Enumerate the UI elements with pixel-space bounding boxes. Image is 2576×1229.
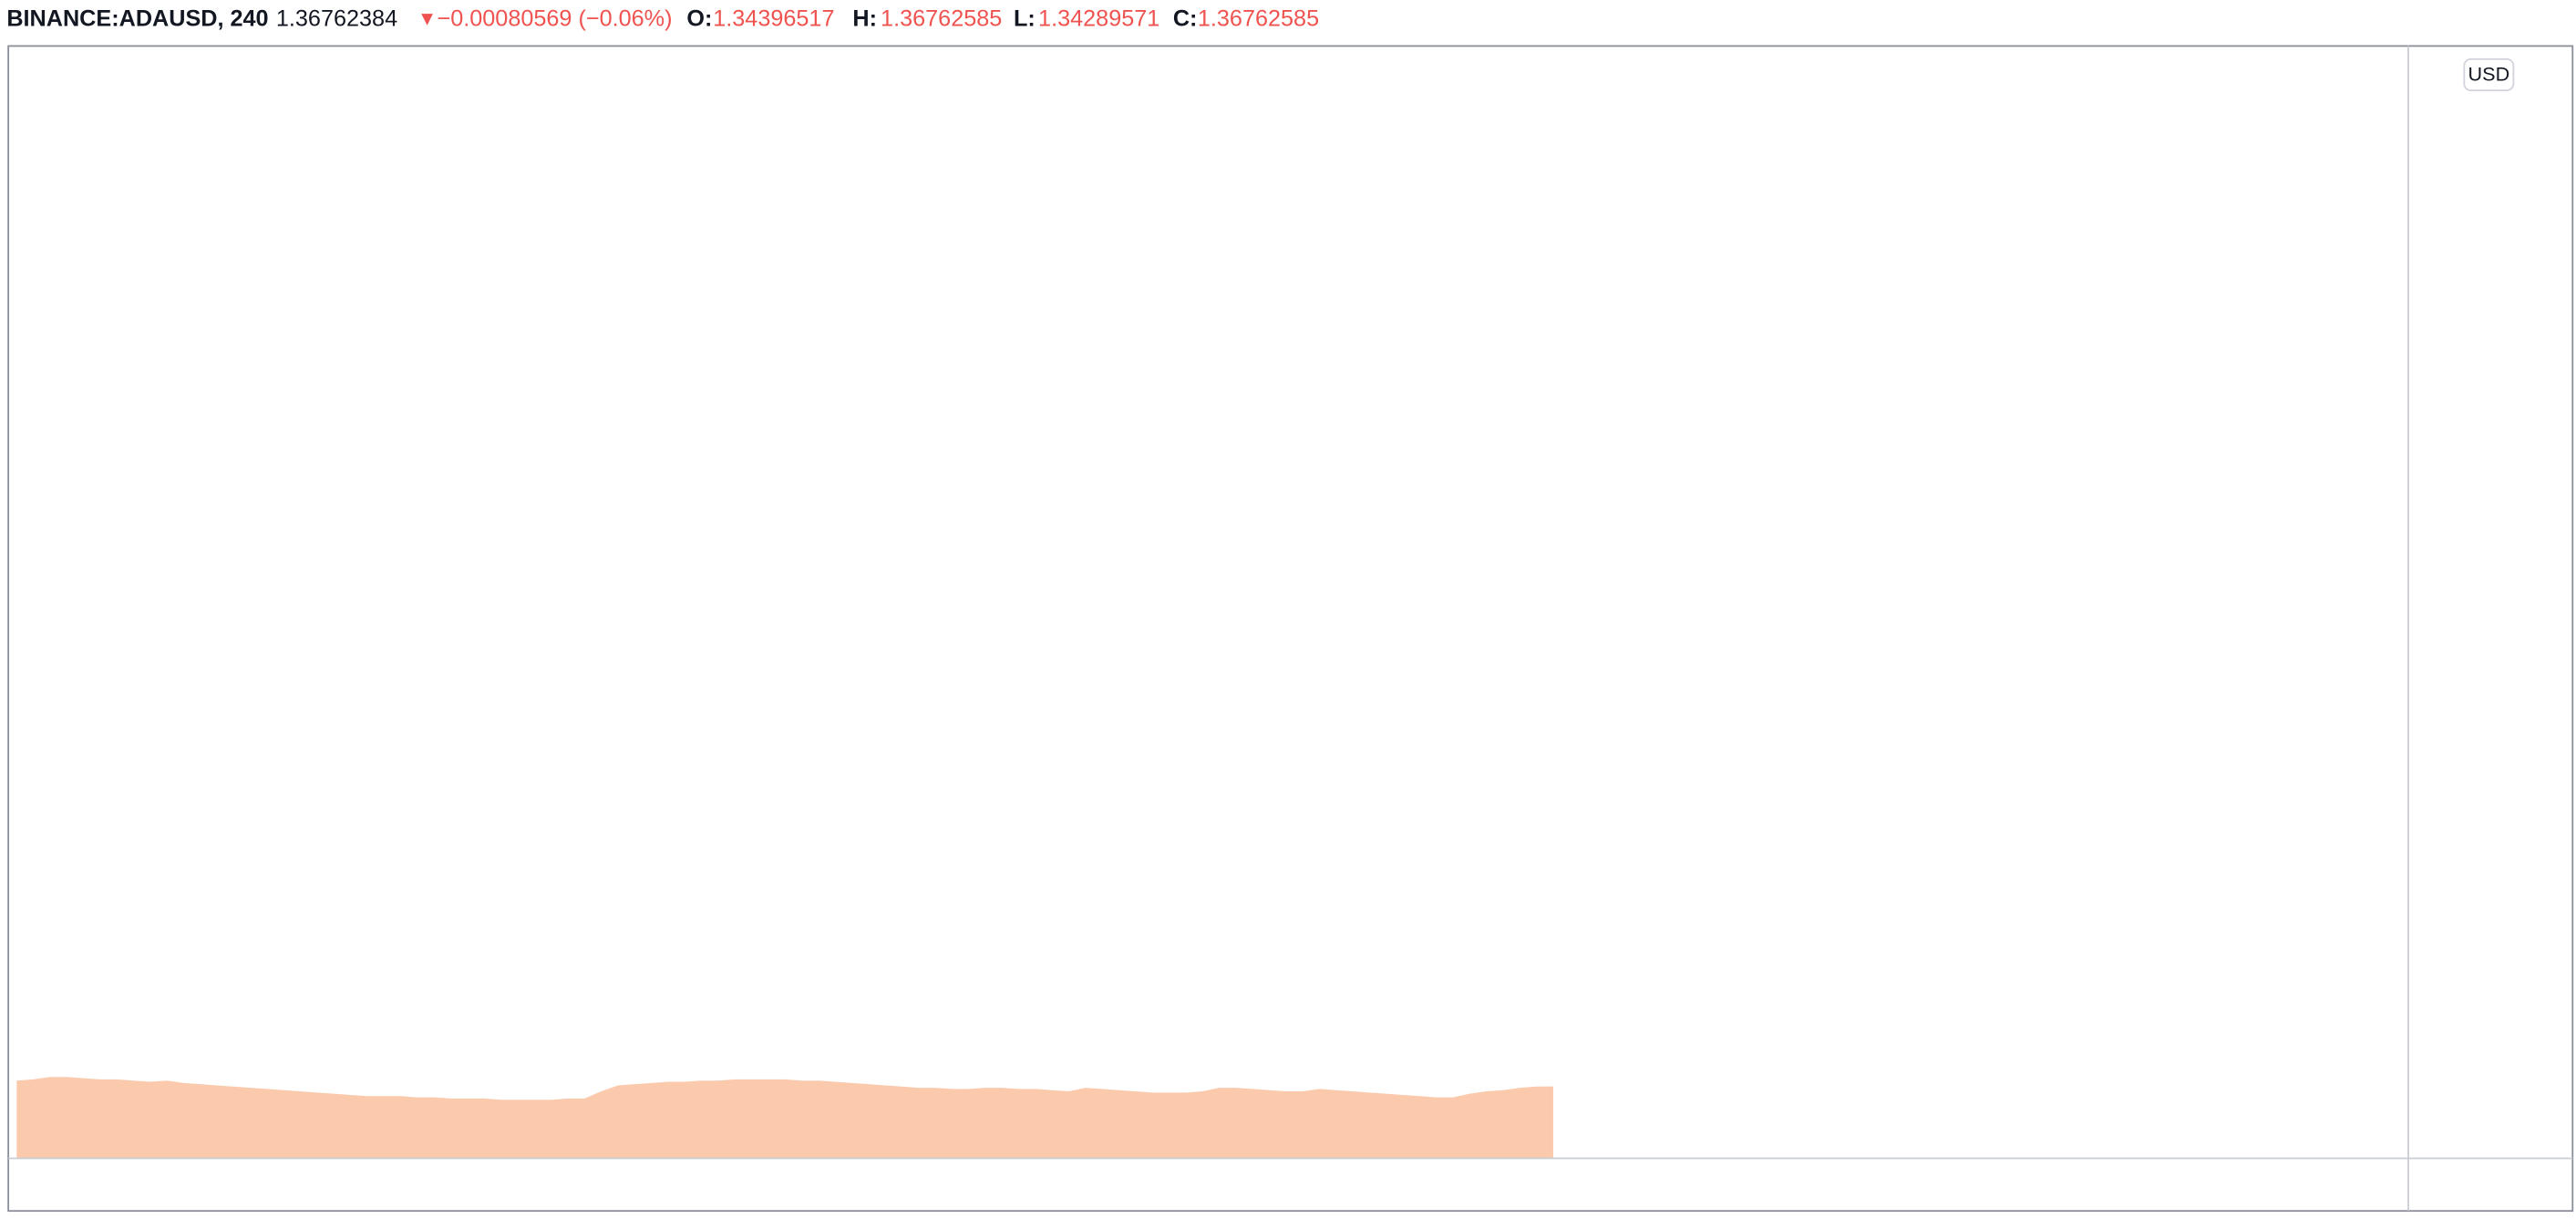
symbol: BINANCE:ADAUSD, 240 — [6, 5, 268, 31]
currency-button[interactable] — [2463, 57, 2515, 92]
high-label: H: — [852, 5, 877, 31]
change: −0.00080569 (−0.06%) — [437, 5, 672, 31]
low-value: 1.34289571 — [1038, 5, 1159, 31]
close-value: 1.36762585 — [1198, 5, 1319, 31]
currency[interactable]: USD — [2468, 63, 2510, 86]
low-label: L: — [1014, 5, 1036, 31]
open-label: O: — [686, 5, 712, 31]
high-value: 1.36762585 — [881, 5, 1002, 31]
open-value: 1.34396517 — [713, 5, 834, 31]
frame — [7, 45, 2574, 1213]
close-label: C: — [1173, 5, 1198, 31]
last-price: 1.36762384 — [276, 5, 397, 31]
volume-ma-area — [16, 1077, 1553, 1159]
change-arrow: ▼ — [417, 6, 437, 29]
